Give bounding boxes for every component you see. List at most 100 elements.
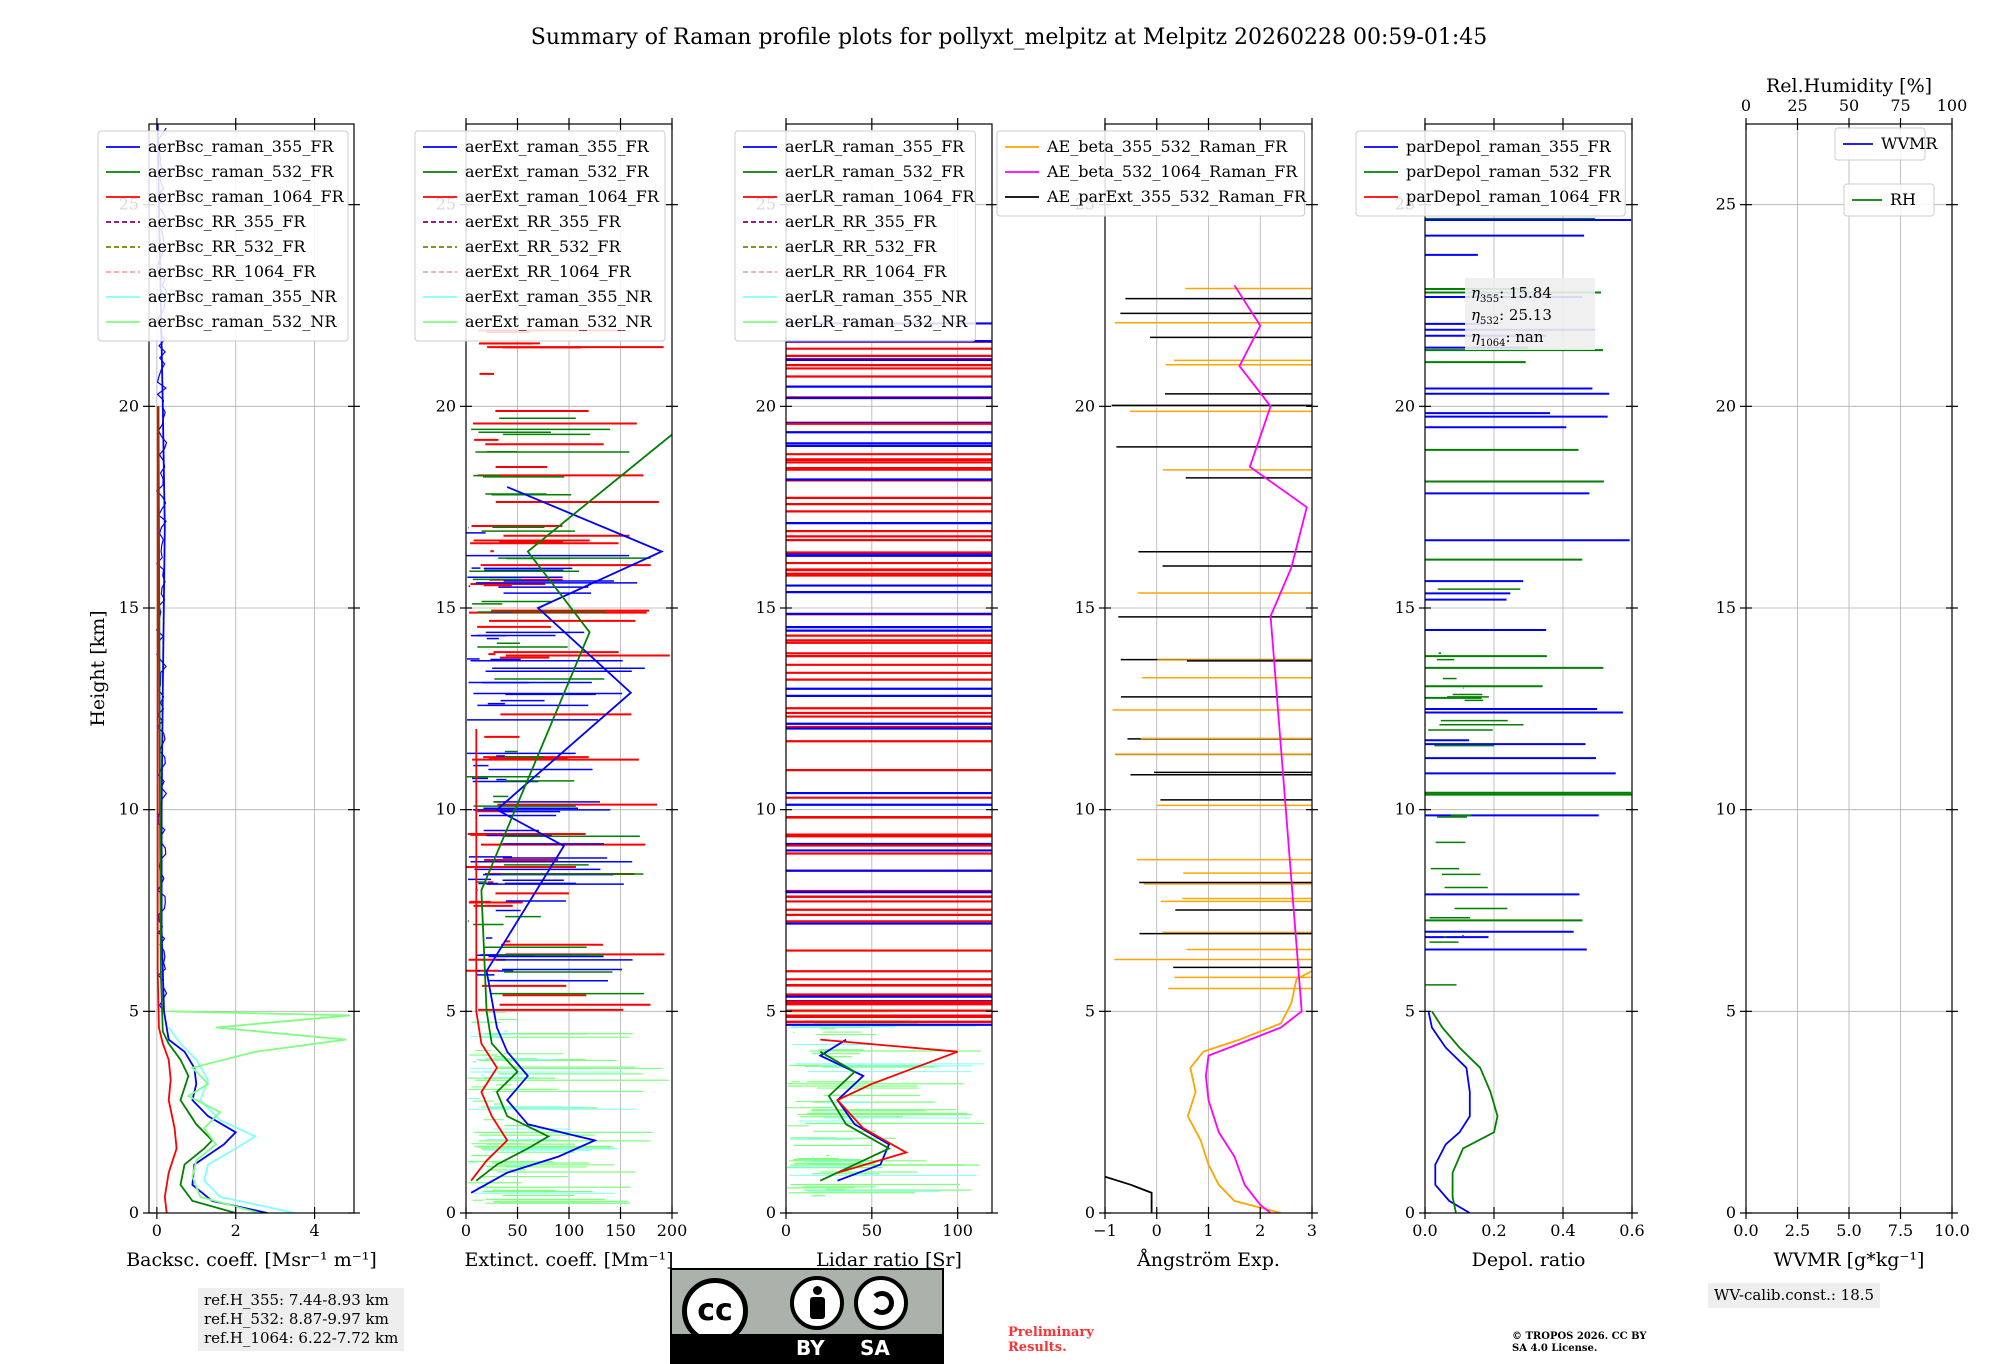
eta-value: : nan [1505, 328, 1543, 346]
eta-value: : 15.84 [1499, 284, 1552, 302]
cc-sa-label: SA [860, 1336, 890, 1360]
y-tick-label: 0 [1726, 1203, 1736, 1222]
legend-angstrom: AE_beta_355_532_Raman_FR AE_beta_532_1064… [996, 130, 1307, 217]
eta-symbol: η [1471, 328, 1480, 346]
legend-label: aerLR_raman_532_FR [785, 162, 965, 181]
legend-label: aerBsc_raman_1064_FR [148, 187, 345, 206]
cc-license-badge: cc BY SA [670, 1268, 944, 1364]
y-tick-label: 0 [129, 1203, 139, 1222]
x-tick-label: −1 [1093, 1221, 1117, 1240]
legend-box [414, 130, 666, 342]
legend-label: RH [1890, 190, 1916, 209]
x-tick-label: 2 [231, 1221, 241, 1240]
x-tick-label: 3 [1307, 1221, 1317, 1240]
legend-label: aerLR_raman_355_NR [785, 287, 968, 306]
eta-1064: η1064: nan [1471, 328, 1544, 349]
series-aerExt_raman_532_FR [475, 433, 672, 1182]
ref-height-355: ref.H_355: 7.44-8.93 km [204, 1291, 389, 1309]
ref-height-532: ref.H_532: 8.87-9.97 km [204, 1310, 389, 1328]
legend-label: aerExt_raman_355_FR [465, 137, 650, 156]
plot-area-angstrom [1105, 124, 1312, 1213]
axes-frame [148, 123, 355, 1214]
y-tick-label: 5 [1726, 1001, 1736, 1020]
ref-height-1064: ref.H_1064: 6.22-7.72 km [204, 1329, 399, 1347]
x-tick-label: 0.6 [1619, 1221, 1644, 1240]
series-aerBsc_raman_1064_FR [156, 406, 178, 1213]
y-tick-label: 5 [1085, 1001, 1095, 1020]
y-tick-label: 15 [756, 598, 776, 617]
series-aerLR_raman_355_FR [818, 1038, 891, 1182]
series-AE_beta_355_532_Raman_FR [1186, 970, 1312, 1213]
legend-label: WVMR [1881, 134, 1938, 153]
plot-area-wvmr [1746, 124, 1952, 1213]
x-tick-label: 4 [309, 1221, 319, 1240]
legend-WVMR: WVMR [1834, 127, 1938, 161]
y-tick-label: 20 [1395, 396, 1415, 415]
share-alike-icon [854, 1276, 908, 1330]
y-tick-label: 15 [1395, 598, 1415, 617]
x-tick-label: 50 [862, 1221, 882, 1240]
series-aerExt_raman_355_FR [470, 486, 664, 1194]
x-tick-label: 0 [152, 1221, 162, 1240]
series-AE_beta_532_1064_Raman_FR [1204, 284, 1308, 1213]
legend-label: aerBsc_raman_355_FR [148, 137, 334, 156]
x-axis-label: Backsc. coeff. [Msr⁻¹ m⁻¹] [126, 1249, 377, 1271]
axes-frame [785, 123, 993, 1214]
legend-label: aerBsc_raman_532_FR [148, 162, 334, 181]
y-tick-label: 20 [1716, 396, 1736, 415]
legend-box [1843, 183, 1935, 217]
preliminary-note: Preliminary Results. [1008, 1325, 1094, 1355]
legend-label: parDepol_raman_355_FR [1406, 137, 1612, 156]
legend-label: aerBsc_RR_1064_FR [148, 262, 317, 281]
legend-label: parDepol_raman_532_FR [1406, 162, 1612, 181]
panel-backscatter: 0510152025024Backsc. coeff. [Msr⁻¹ m⁻¹]H… [87, 118, 377, 1271]
legend-label: aerLR_raman_355_FR [785, 137, 965, 156]
attribution-person-icon [790, 1276, 844, 1330]
y-tick-label: 20 [1075, 396, 1095, 415]
y-tick-label: 20 [119, 396, 139, 415]
legend-box [1355, 130, 1626, 217]
plot-area-extinction [466, 124, 672, 1213]
legend-label: aerLR_RR_1064_FR [785, 262, 947, 281]
legend-label: AE_parExt_355_532_Raman_FR [1046, 187, 1307, 206]
y-tick-label: 15 [1716, 598, 1736, 617]
wv-calibration-box: WV-calib.const.: 18.5 [1708, 1283, 1881, 1308]
legend-label: aerExt_raman_532_NR [465, 312, 653, 331]
y-tick-label: 10 [436, 800, 456, 819]
series-aerBsc_raman_355_FR [156, 124, 268, 1213]
legend-label: aerLR_raman_1064_FR [785, 187, 975, 206]
legend-label: aerExt_RR_355_FR [465, 212, 622, 231]
y-axis-label: Height [km] [87, 610, 109, 726]
series-aerBsc_raman_532_NR [168, 1010, 351, 1213]
x-tick-label: 0.4 [1550, 1221, 1575, 1240]
series-aerExt_raman_1064_FR [470, 729, 509, 1182]
eta-355: η355: 15.84 [1471, 284, 1552, 305]
x-tick-label: 7.5 [1888, 1221, 1913, 1240]
top-x-axis-label: Rel.Humidity [%] [1766, 75, 1932, 97]
legend-box [734, 130, 976, 342]
x-tick-label: 0 [1152, 1221, 1162, 1240]
y-tick-label: 10 [1716, 800, 1736, 819]
y-tick-label: 0 [446, 1203, 456, 1222]
legend-extinction: aerExt_raman_355_FR aerExt_raman_532_FRae… [414, 130, 666, 342]
legend-label: aerExt_RR_1064_FR [465, 262, 632, 281]
annotation-box [1465, 278, 1595, 350]
legend-label: aerExt_raman_355_NR [465, 287, 653, 306]
top-x-tick-label: 0 [1741, 96, 1751, 115]
x-tick-label: 2.5 [1785, 1221, 1810, 1240]
y-tick-label: 5 [766, 1001, 776, 1020]
x-tick-label: 100 [942, 1221, 973, 1240]
panel-wvmr: 0 5 10 15 20 25 0.0 2.5 5.0 7.5 10.0 WVMR [g*kg⁻¹] R… [1716, 75, 1970, 1271]
y-tick-label: 0 [1405, 1203, 1415, 1222]
eta-value: : 25.13 [1499, 306, 1552, 324]
top-x-tick-label: 25 [1787, 96, 1807, 115]
legend-label: aerBsc_raman_355_NR [148, 287, 337, 306]
eta-subscript: 355 [1480, 294, 1499, 305]
series-AE_parExt_355_532_Raman_FR [1105, 1175, 1153, 1213]
x-tick-label: 10.0 [1934, 1221, 1970, 1240]
plot-area-lidarratio [786, 124, 992, 1213]
legend-label: aerExt_raman_1064_FR [465, 187, 660, 206]
